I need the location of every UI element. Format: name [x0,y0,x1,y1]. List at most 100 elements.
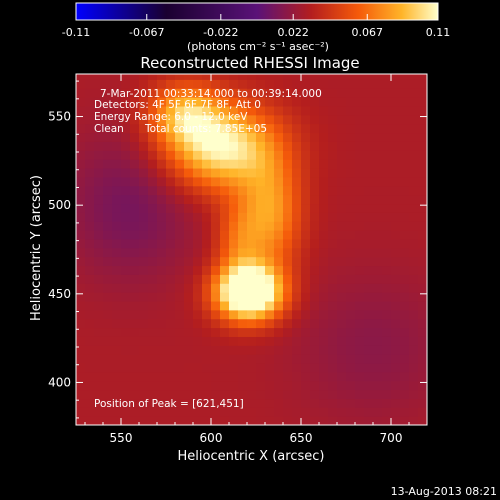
heatmap-cell [220,114,230,125]
heatmap-cell [292,97,302,107]
heatmap-cell [283,292,293,302]
heatmap-cell [220,362,230,373]
heatmap-cell [346,185,356,196]
heatmap-cell [247,327,257,337]
heatmap-cell [301,176,311,187]
heatmap-cell [373,79,383,89]
heatmap-cell [346,336,356,346]
heatmap-cell [184,185,194,196]
heatmap-cell [409,176,419,187]
heatmap-cell [85,150,95,160]
heatmap-cell [184,300,194,311]
heatmap-cell [355,292,365,302]
heatmap-cell [184,132,194,142]
heatmap-cell [292,221,302,231]
heatmap-cell [256,194,266,205]
heatmap-cell [76,416,86,425]
heatmap-cell [130,398,140,408]
heatmap-cell [121,292,131,302]
heatmap-cell [229,371,239,382]
heatmap-cell [238,159,248,169]
heatmap-cell [130,105,140,116]
heatmap-cell [328,300,338,311]
heatmap-cell [247,230,257,240]
heatmap-cell [103,97,113,107]
heatmap-cell [148,176,158,187]
heatmap-cell [94,221,104,231]
heatmap-cell [247,79,257,89]
heatmap-cell [391,141,401,151]
heatmap-cell [355,300,365,311]
heatmap-cell [292,123,302,134]
heatmap-cell [346,327,356,337]
heatmap-cell [319,274,329,284]
heatmap-cell [409,265,419,275]
heatmap-cell [409,123,419,134]
heatmap-cell [166,79,176,89]
heatmap-cell [211,300,221,311]
heatmap-cell [85,132,95,142]
heatmap-cell [355,398,365,408]
heatmap-cell [283,274,293,284]
heatmap-cell [337,256,347,267]
heatmap-cell [130,380,140,391]
heatmap-cell [121,185,131,196]
heatmap-cell [355,407,365,417]
heatmap-cell [391,292,401,302]
heatmap-cell [283,416,293,425]
heatmap-cell [148,256,158,267]
heatmap-cell [373,265,383,275]
heatmap-cell [238,256,248,267]
heatmap-cell [130,159,140,169]
heatmap-cell [85,114,95,125]
heatmap-cell [85,274,95,284]
heatmap-cell [364,150,374,160]
heatmap-cell [382,74,392,80]
heatmap-cell [211,380,221,391]
heatmap-cell [292,88,302,98]
heatmap-cell [364,345,374,355]
heatmap-cell [418,327,427,337]
heatmap-cell [274,380,284,391]
heatmap-cell [211,256,221,267]
heatmap-cell [319,389,329,400]
heatmap-cell [184,88,194,98]
heatmap-cell [238,141,248,151]
heatmap-cell [121,194,131,205]
heatmap-cell [148,167,158,178]
heatmap-cell [310,354,320,364]
heatmap-cell [238,300,248,311]
heatmap-cell [193,105,203,116]
heatmap-cell [364,407,374,417]
heatmap-cell [337,97,347,107]
heatmap-cell [409,247,419,258]
heatmap-cell [94,132,104,142]
heatmap-cell [112,150,122,160]
heatmap-cell [346,247,356,258]
heatmap-cell [283,354,293,364]
heatmap-cell [94,114,104,125]
heatmap-cell [283,150,293,160]
heatmap-cell [283,230,293,240]
heatmap-cell [193,185,203,196]
heatmap-cell [265,79,275,89]
heatmap-cell [103,371,113,382]
heatmap-cell [382,114,392,125]
heatmap-cell [94,150,104,160]
heatmap-cell [346,345,356,355]
heatmap-cell [364,389,374,400]
heatmap-cell [256,283,266,293]
heatmap-cell [364,132,374,142]
heatmap-cell [247,300,257,311]
heatmap-cell [274,97,284,107]
heatmap-cell [355,238,365,249]
heatmap-cell [103,176,113,187]
heatmap-cell [229,407,239,417]
heatmap-cell [292,300,302,311]
heatmap-cell [184,159,194,169]
heatmap-cell [220,398,230,408]
heatmap-cell [220,345,230,355]
heatmap-cell [229,398,239,408]
heatmap-cell [238,283,248,293]
heatmap-cell [310,141,320,151]
